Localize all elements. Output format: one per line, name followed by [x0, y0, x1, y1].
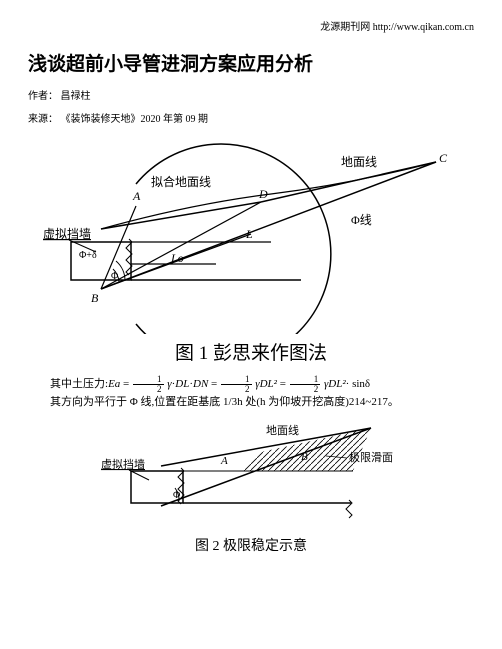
- dn: DN: [193, 378, 208, 390]
- formula-prefix: 其中土压力:: [50, 378, 108, 390]
- label-a: A: [132, 189, 141, 203]
- label-l: L: [245, 227, 253, 241]
- dl1: DL: [175, 378, 189, 390]
- paper-title: 浅谈超前小导管进洞方案应用分析: [28, 49, 474, 76]
- f2-label-a: A: [220, 455, 228, 467]
- figure-1-caption: 图 1 彭思来作图法: [28, 338, 474, 365]
- label-ground-line: 地面线: [341, 155, 377, 169]
- f2-limit-surface: 极限滑面: [349, 450, 393, 464]
- figure-1: A B C D L Lo 地面线 拟合地面线 Φ线 虚拟挡墙 Φ+δ Φ: [28, 134, 474, 334]
- dl2a: DL²: [260, 378, 277, 390]
- formula-eq3: =: [280, 378, 286, 390]
- source-value: 《装饰装修天地》2020 年第 09 期: [61, 114, 209, 125]
- formula-eq2: =: [211, 378, 217, 390]
- label-fit-ground-line: 拟合地面线: [151, 174, 211, 189]
- author-line: 作者： 昌禄柱: [28, 88, 474, 105]
- label-b: B: [91, 291, 99, 305]
- source-link[interactable]: 龙源期刊网 http://www.qikan.com.cn: [320, 22, 474, 33]
- frac-1: 12: [133, 375, 164, 394]
- f2-ground-line: 地面线: [266, 423, 299, 437]
- header-source: 龙源期刊网 http://www.qikan.com.cn: [28, 18, 474, 33]
- label-virtual-wall: 虚拟挡墙: [43, 227, 91, 241]
- label-c: C: [439, 151, 448, 165]
- formula-ea: Ea: [108, 378, 120, 390]
- label-lo: Lo: [170, 251, 184, 265]
- label-phi-line: Φ线: [351, 213, 372, 227]
- author-label: 作者：: [28, 91, 58, 102]
- f2-virtual-wall: 虚拟挡墙: [101, 457, 145, 471]
- label-phi: Φ: [111, 271, 118, 282]
- source-label: 来源：: [28, 114, 58, 125]
- label-d: D: [258, 187, 268, 201]
- figure-2: A B Φ 地面线 极限滑面 虚拟挡墙: [28, 416, 474, 531]
- label-phi-delta: Φ+δ: [79, 250, 97, 261]
- frac-2: 12: [221, 375, 252, 394]
- f2-label-b: B: [301, 451, 308, 463]
- paragraph-1: 其方向为平行于 Φ 线,位置在距基底 1/3h 处(h 为仰坡开挖高度)214~…: [28, 394, 474, 412]
- figure-2-caption: 图 2 极限稳定示意: [28, 535, 474, 555]
- source-line: 来源： 《装饰装修天地》2020 年第 09 期: [28, 111, 474, 128]
- dl2b: DL²: [328, 378, 345, 390]
- frac-3: 12: [290, 375, 321, 394]
- sind: sinδ: [352, 378, 370, 390]
- earth-pressure-formula: 其中土压力:Ea = 12 γ·DL·DN = 12 γDL² = 12 γDL…: [28, 375, 474, 394]
- f2-label-phi: Φ: [173, 490, 180, 501]
- author-name: 昌禄柱: [61, 91, 91, 102]
- formula-eq1: =: [123, 378, 129, 390]
